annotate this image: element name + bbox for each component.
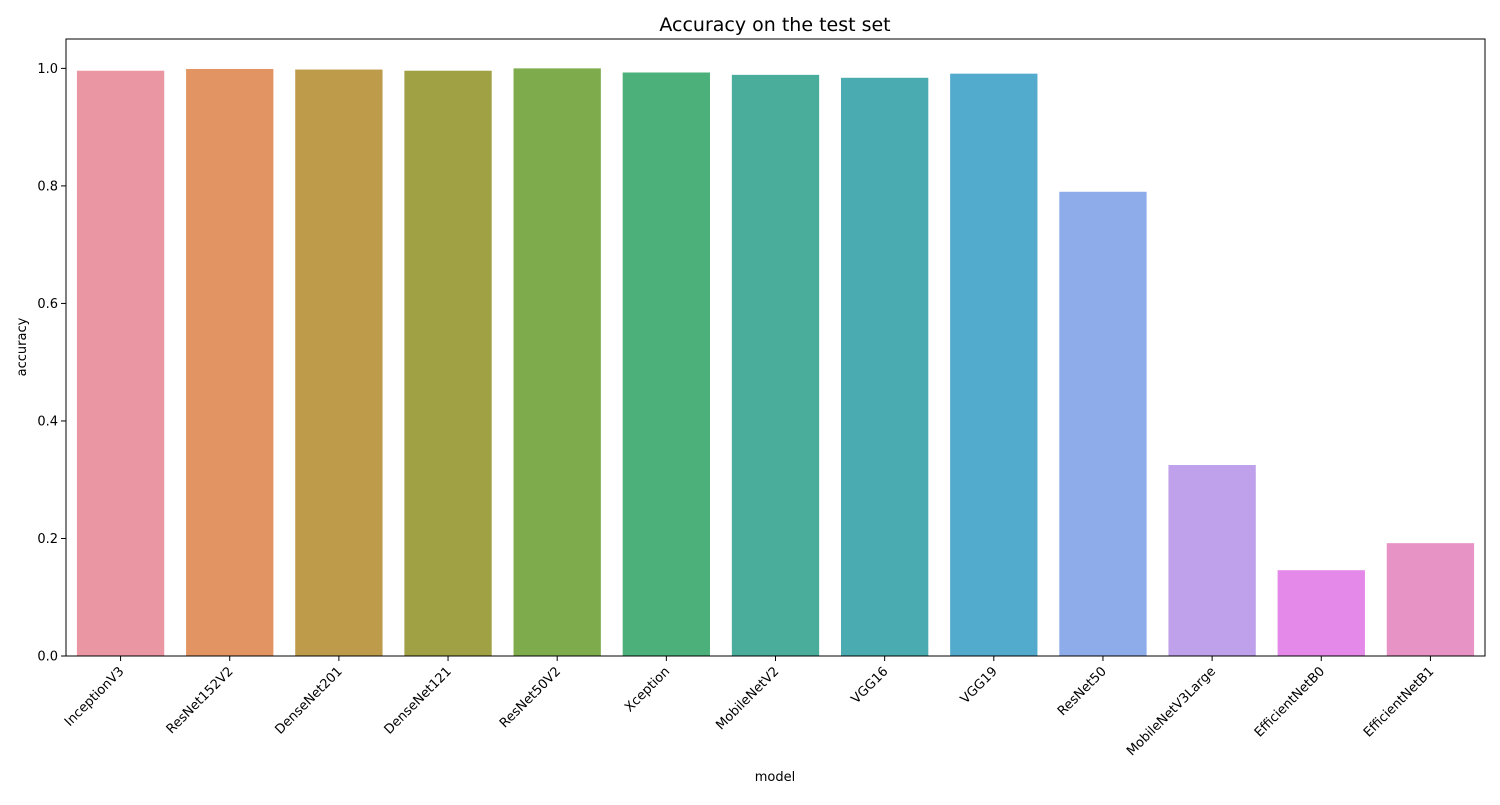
bar-inceptionv3	[76, 70, 165, 656]
y-axis: 0.0 0.2 0.4 0.6 0.8 1.0	[37, 62, 66, 665]
bar-resnet50v2	[513, 68, 601, 656]
y-tick-label: 0.8	[37, 179, 58, 194]
x-axis: InceptionV3 ResNet152V2 DenseNet201 DenseNe…	[62, 656, 1437, 759]
y-tick-label: 0.4	[37, 414, 58, 429]
bar-vgg16	[840, 77, 929, 657]
bar-mobilenetv2	[731, 74, 820, 656]
bar-resnet152v2	[186, 68, 274, 657]
x-axis-label: model	[755, 770, 795, 785]
x-tick-label: EfficientNetB0	[1252, 664, 1328, 740]
bar-vgg19	[950, 73, 1038, 656]
x-tick-label: MobileNetV2	[713, 664, 782, 733]
y-axis-label: accuracy	[15, 317, 30, 376]
y-tick-label: 0.2	[37, 532, 58, 547]
x-tick-label: ResNet152V2	[164, 664, 237, 737]
y-tick-label: 0.0	[37, 650, 58, 665]
plot-frame	[65, 38, 1486, 657]
bar-xception	[622, 72, 711, 657]
bar-resnet50	[1059, 191, 1147, 656]
x-tick-label: EfficientNetB1	[1361, 664, 1437, 740]
bar-efficientnetb0	[1277, 570, 1365, 656]
y-tick-label: 1.0	[37, 62, 58, 77]
x-tick-label: DenseNet121	[382, 664, 455, 737]
bar-mobilenetv3large	[1168, 465, 1256, 656]
x-tick-label: InceptionV3	[62, 664, 127, 729]
x-tick-label: VGG16	[849, 664, 892, 707]
bar-efficientnetb1	[1386, 543, 1475, 656]
chart-title: Accuracy on the test set	[659, 14, 890, 36]
x-tick-label: MobileNetV3Large	[1124, 664, 1219, 759]
x-tick-label: ResNet50	[1055, 664, 1110, 719]
bar-densenet121	[404, 70, 492, 656]
bar-densenet201	[295, 69, 383, 656]
bars	[76, 68, 1475, 657]
y-tick-label: 0.6	[37, 297, 58, 312]
x-tick-label: Xception	[622, 664, 673, 715]
x-tick-label: ResNet50V2	[497, 664, 564, 731]
x-tick-label: VGG19	[958, 664, 1001, 707]
x-tick-label: DenseNet201	[272, 664, 345, 737]
